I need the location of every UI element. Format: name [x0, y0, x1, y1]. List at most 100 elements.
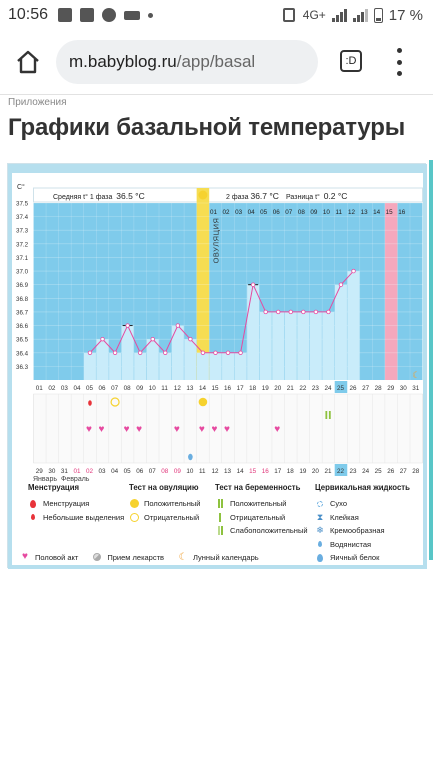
eggwhite-icon [315, 553, 325, 563]
temperature-bar [259, 311, 272, 380]
vibrate-icon [282, 8, 295, 22]
date-label: 01 [73, 468, 81, 475]
temperature-point [125, 323, 130, 328]
phase2-value: 36.7 °C [250, 191, 279, 201]
url-host: m.babyblog.ru [69, 52, 177, 71]
date-label: 10 [186, 468, 194, 475]
y-tick-label: 37.4 [16, 214, 29, 221]
intercourse-heart-icon: ♥ [174, 424, 180, 435]
temperature-bar [109, 352, 122, 380]
y-tick-label: 37.1 [16, 255, 29, 262]
small-drop-icon [28, 512, 38, 522]
date-label: 07 [149, 468, 157, 475]
cycle-day-label: 09 [310, 209, 318, 216]
phase1-value: 36.5 °C [116, 191, 145, 201]
menu-icon[interactable] [394, 48, 404, 76]
cycle-day-label: 01 [210, 209, 218, 216]
scroll-indicator[interactable] [429, 160, 433, 560]
breadcrumb[interactable]: Приложения [8, 97, 67, 108]
legend-mucus-title: Цервикальная жидкость [315, 483, 410, 492]
temperature-point [200, 350, 206, 355]
home-icon[interactable] [14, 48, 42, 76]
temperature-line [89, 270, 354, 354]
temperature-bar [209, 352, 222, 380]
temperature-point [137, 350, 143, 355]
pill-icon [92, 552, 102, 562]
intercourse-heart-icon: ♥ [124, 424, 130, 435]
pregnancy-test-icon [328, 411, 331, 419]
date-label: 30 [48, 468, 56, 475]
diff-value: 0.2 °C [323, 191, 348, 201]
day-label: 21 [287, 385, 295, 392]
date-label: 22 [337, 468, 345, 475]
temperature-bar [146, 339, 159, 380]
spotting-drop-icon [88, 400, 92, 406]
temperature-bar [347, 271, 360, 380]
date-label: 04 [111, 468, 119, 475]
day-label: 28 [375, 385, 383, 392]
battery-percent: 17 % [388, 6, 423, 24]
month-next: Февраль [61, 476, 90, 483]
day-label: 30 [400, 385, 408, 392]
temperature-point [351, 268, 356, 274]
day-label: 15 [212, 385, 220, 392]
watery-drop-icon [188, 453, 193, 461]
legend-mucus: Цервикальная жидкость Сухо ⧗ Клейкая ❄ Кре… [315, 483, 410, 565]
legend-item-sticky: ⧗ Клейкая [316, 511, 359, 522]
temperature-bar [247, 284, 260, 380]
cycle-day-label: 07 [285, 209, 293, 216]
basal-temperature-chart: 37.5 37.4 37.3 37.2 37.1 37.0 36.9 36.8 36.7 36.6… [16, 187, 424, 476]
day-label: 19 [262, 385, 270, 392]
date-label: 29 [36, 468, 44, 475]
url-field[interactable]: m.babyblog.ru/app/basal [56, 40, 318, 84]
temperature-point [188, 336, 193, 342]
legend-item-intercourse: ♥ Половой акт [20, 551, 78, 563]
bottom-legend: ♥ Половой акт Прием лекарств ☾ Лунный кале… [20, 551, 259, 563]
intercourse-heart-icon: ♥ [274, 424, 280, 435]
weak-bar-icon [215, 526, 225, 536]
cycle-day-label: 16 [398, 209, 406, 216]
legend-item-spotting: Небольшие выделения [28, 511, 124, 525]
temperature-bar [297, 311, 310, 380]
y-tick-label: 37.5 [16, 201, 29, 208]
cycle-day-row [33, 203, 423, 215]
day-label: 12 [174, 385, 182, 392]
temperature-bar [272, 311, 285, 380]
ovulation-column [196, 188, 210, 380]
date-label: 21 [324, 468, 332, 475]
day-label: 18 [249, 385, 257, 392]
temperature-bar [96, 339, 109, 380]
temperature-bar [222, 352, 234, 380]
ovulation-negative-icon [110, 397, 120, 407]
date-label: 02 [86, 468, 94, 475]
day-label: 13 [186, 385, 194, 392]
legend-menstruation: Менструация Менструация Небольшие выделе… [28, 483, 124, 524]
temperature-bar [309, 311, 322, 380]
y-tick-label: 36.8 [16, 296, 29, 303]
day-label: 27 [362, 385, 370, 392]
phase2-label: 2 фаза 36.7 °C [226, 191, 279, 201]
chart-header-strip [33, 187, 424, 203]
day-label: 06 [99, 385, 107, 392]
tabs-button[interactable]: :D [340, 50, 362, 72]
day-label: 24 [324, 385, 332, 392]
temperature-bar [234, 352, 247, 380]
url-path: /app/basal [176, 52, 256, 71]
date-label: 24 [362, 468, 370, 475]
cycle-day-label: 10 [323, 209, 331, 216]
legend-pregnancy-test: Тест на беременность Положительный Отриц… [215, 483, 308, 538]
cycle-day-label: 03 [235, 209, 243, 216]
cycle-day-label: 02 [223, 209, 231, 216]
day-label: 16 [224, 385, 232, 392]
heart-icon: ♥ [22, 551, 28, 562]
legend-ovulation-title: Тест на овуляцию [129, 483, 199, 492]
temperature-bar [84, 352, 96, 380]
temperature-point [313, 309, 319, 315]
filled-circle-icon [129, 499, 139, 509]
dry-icon [315, 499, 325, 509]
temperature-bar [322, 311, 335, 380]
day-label: 04 [73, 385, 81, 392]
temperature-point [301, 309, 306, 315]
day-label: 07 [111, 385, 119, 392]
temperature-point [250, 282, 256, 287]
